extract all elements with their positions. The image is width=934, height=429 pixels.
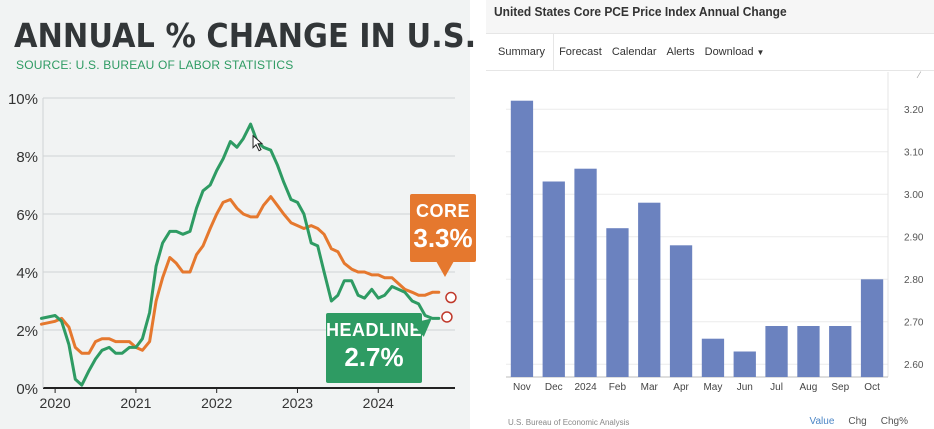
y-tick-label: 3.20	[904, 105, 924, 116]
bar-nov	[510, 100, 534, 377]
series-line-core	[39, 195, 441, 355]
bar-2024	[574, 168, 597, 377]
y-tick-label: 2.80	[904, 275, 924, 286]
headline-callout-value: 2.7%	[344, 342, 404, 372]
headline-end-marker	[441, 311, 453, 323]
tab-calendar[interactable]: Calendar	[611, 46, 657, 58]
series-line-headline	[39, 122, 441, 387]
y-tick-label: 3.10	[904, 147, 924, 158]
x-tick-label: Nov	[513, 382, 531, 393]
bar-oct	[860, 279, 884, 378]
core-callout-label: CORE	[415, 201, 470, 221]
download-menu-label: Download	[704, 46, 754, 58]
cpi-chart-subtitle: SOURCE: U.S. BUREAU OF LABOR STATISTICS	[16, 58, 294, 72]
core-callout: CORE 3.3%	[410, 194, 476, 262]
view-chg-pct-link[interactable]: Chg%	[880, 416, 908, 427]
x-tick-label: May	[703, 382, 722, 393]
bar-apr	[669, 245, 693, 378]
bar-dec	[542, 181, 565, 377]
x-tick-label: 2022	[201, 395, 232, 411]
x-tick-label: 2024	[574, 382, 597, 393]
y-tick-label: 2.70	[904, 317, 924, 328]
bar-jun	[733, 351, 756, 377]
x-tick-label: Apr	[673, 382, 689, 393]
resize-handle-icon: ⁄	[918, 70, 920, 80]
cpi-chart-panel: 0% 2% 4% 6% 8% 10% 2020 2021 2022 2023 2024 ANNUAL…	[0, 0, 543, 429]
headline-callout-label: HEADLINE	[326, 320, 423, 340]
x-tick-label: Sep	[831, 382, 849, 393]
core-callout-pointer	[436, 261, 454, 277]
bar-mar	[638, 202, 661, 377]
y-tick-label: 2.90	[904, 232, 924, 243]
view-value-link[interactable]: Value	[809, 416, 835, 427]
tab-forecast[interactable]: Forecast	[559, 46, 602, 58]
cpi-line-chart: 0% 2% 4% 6% 8% 10% 2020 2021 2022 2023 2024	[8, 91, 457, 411]
pce-view-options: Value Chg Chg%	[810, 416, 908, 427]
pce-bar-chart: 2.60 2.70 2.80 2.90 3.00 3.10 3.20 Nov Dec 2024 Fe…	[506, 72, 924, 393]
pce-chart-title: United States Core PCE Price Index Annua…	[494, 4, 787, 19]
y-tick-label: 8%	[16, 149, 38, 166]
y-tick-label: 10%	[8, 91, 38, 108]
tab-summary[interactable]: Summary	[486, 34, 555, 70]
cpi-chart-title: ANNUAL % CHANGE IN U.S. CPI	[14, 16, 543, 55]
download-menu[interactable]: Download ▼	[700, 46, 770, 58]
y-tick-label: 2%	[16, 323, 38, 340]
x-tick-label: Jul	[770, 382, 783, 393]
x-tick-label: Oct	[864, 382, 880, 393]
mouse-cursor-icon	[252, 134, 264, 152]
tab-alerts[interactable]: Alerts	[666, 46, 695, 58]
headline-callout: HEADLINE 2.7%	[326, 313, 422, 383]
y-tick-label: 3.00	[904, 190, 924, 201]
caret-down-icon: ▼	[756, 48, 765, 57]
bar-sep	[829, 326, 852, 377]
y-tick-label: 0%	[16, 381, 38, 398]
view-chg-link[interactable]: Chg	[848, 416, 867, 427]
y-tick-label: 4%	[16, 265, 38, 282]
bar-may	[701, 338, 725, 377]
x-tick-label: 2020	[40, 395, 71, 411]
pce-source: U.S. Bureau of Economic Analysis	[508, 418, 630, 427]
y-tick-label: 6%	[16, 207, 38, 224]
x-tick-label: Mar	[641, 382, 659, 393]
pce-nav-tabs: Summary Forecast Calendar Alerts Downloa…	[486, 33, 934, 71]
y-tick-label: 2.60	[904, 360, 924, 371]
pce-chart-panel: United States Core PCE Price Index Annua…	[486, 0, 934, 429]
x-tick-label: Dec	[545, 382, 563, 393]
bar-aug	[797, 326, 820, 377]
x-tick-label: 2024	[363, 395, 394, 411]
core-end-marker	[445, 291, 457, 304]
x-tick-label: Feb	[609, 382, 627, 393]
bar-feb	[606, 228, 629, 377]
x-tick-label: Jun	[737, 382, 753, 393]
x-tick-label: 2021	[120, 395, 151, 411]
x-tick-label: 2023	[282, 395, 313, 411]
pce-header: United States Core PCE Price Index Annua…	[486, 0, 934, 33]
core-callout-value: 3.3%	[413, 223, 473, 253]
bar-jul	[765, 326, 788, 377]
x-tick-label: Aug	[800, 382, 818, 393]
